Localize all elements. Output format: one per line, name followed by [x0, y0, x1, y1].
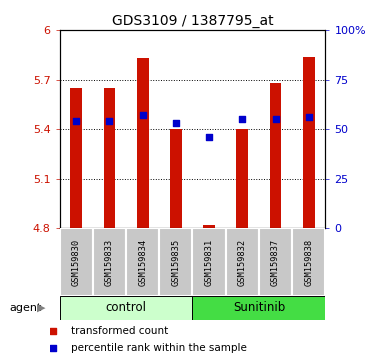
- Bar: [137, 58, 149, 228]
- Point: [73, 119, 79, 124]
- Bar: [159, 228, 192, 296]
- Text: transformed count: transformed count: [71, 326, 169, 336]
- Bar: [236, 129, 248, 228]
- Point: [239, 116, 245, 122]
- Text: Sunitinib: Sunitinib: [233, 302, 285, 314]
- Bar: [60, 296, 192, 320]
- Bar: [203, 225, 215, 228]
- Point: [240, 283, 246, 289]
- Text: GSM159838: GSM159838: [304, 238, 313, 286]
- Bar: [259, 228, 292, 296]
- Bar: [93, 228, 126, 296]
- Point: [240, 127, 246, 132]
- Text: agent: agent: [10, 303, 42, 313]
- Point: [273, 116, 279, 122]
- Bar: [292, 228, 325, 296]
- Text: percentile rank within the sample: percentile rank within the sample: [71, 343, 247, 353]
- Point: [106, 119, 112, 124]
- Bar: [60, 228, 93, 296]
- Text: GSM159837: GSM159837: [271, 238, 280, 286]
- Text: GSM159830: GSM159830: [72, 238, 81, 286]
- Title: GDS3109 / 1387795_at: GDS3109 / 1387795_at: [112, 14, 273, 28]
- Bar: [104, 88, 115, 228]
- Point: [173, 120, 179, 126]
- Point: [206, 134, 212, 140]
- Bar: [126, 228, 159, 296]
- Bar: [192, 228, 226, 296]
- Text: GSM159832: GSM159832: [238, 238, 247, 286]
- Bar: [303, 57, 315, 228]
- Point: [306, 114, 312, 120]
- Text: GSM159831: GSM159831: [204, 238, 214, 286]
- Bar: [226, 228, 259, 296]
- Text: GSM159834: GSM159834: [138, 238, 147, 286]
- Bar: [192, 296, 325, 320]
- Bar: [70, 88, 82, 228]
- Point: [140, 113, 146, 118]
- Text: GSM159835: GSM159835: [171, 238, 181, 286]
- Text: GSM159833: GSM159833: [105, 238, 114, 286]
- Text: control: control: [105, 302, 147, 314]
- Bar: [170, 129, 182, 228]
- Text: ▶: ▶: [37, 303, 45, 313]
- Bar: [270, 83, 281, 228]
